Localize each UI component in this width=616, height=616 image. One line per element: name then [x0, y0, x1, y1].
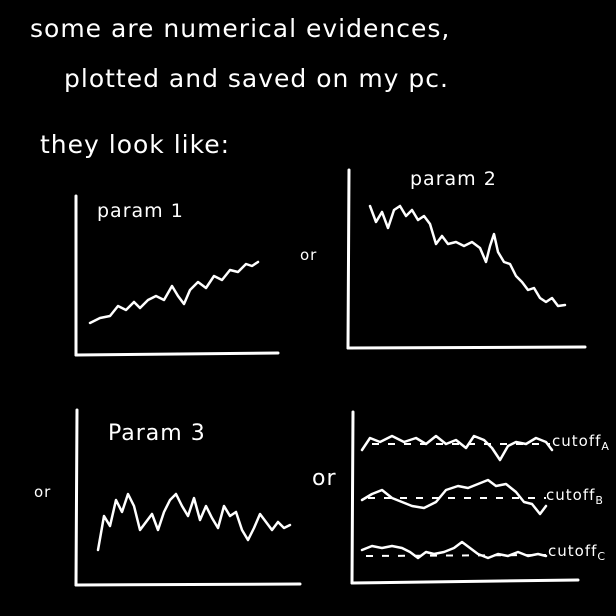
y-axis: [350, 410, 355, 585]
cutoff-text: cutoff: [548, 542, 598, 560]
separator-or-3: or: [312, 466, 337, 491]
series-line-c: [360, 540, 548, 560]
plot-cutoffs: [350, 410, 580, 585]
cutoff-subscript: A: [601, 440, 610, 453]
x-axis: [350, 578, 580, 585]
cutoff-text: cutoff: [552, 432, 602, 450]
heading-line-2: plotted and saved on my pc.: [64, 64, 449, 93]
y-axis: [346, 168, 351, 350]
separator-or-2: or: [34, 483, 52, 501]
series-line: [368, 204, 567, 308]
x-axis: [346, 345, 587, 350]
cutoff-c-line: [365, 554, 547, 557]
cutoff-text: cutoff: [546, 486, 596, 504]
plot-param-2: [346, 168, 587, 350]
cutoff-label-b: cutoffB: [546, 486, 604, 507]
heading-line-1: some are numerical evidences,: [30, 14, 451, 43]
cutoff-label-c: cutoffC: [548, 542, 606, 563]
panel-label-param-3: Param 3: [108, 421, 206, 446]
series-line: [88, 260, 260, 325]
y-axis: [74, 408, 79, 587]
panel-label-param-1: param 1: [97, 200, 184, 222]
panel-label-param-2: param 2: [410, 168, 497, 190]
cutoff-label-a: cutoffA: [552, 432, 610, 453]
x-axis: [74, 582, 302, 587]
separator-or-1: or: [300, 246, 318, 264]
plot-param-3: [74, 408, 302, 587]
plot-param-1: [74, 194, 280, 357]
heading-line-3: they look like:: [40, 130, 231, 159]
series-line-b: [360, 478, 548, 516]
cutoff-subscript: C: [597, 550, 607, 563]
x-axis: [74, 351, 280, 357]
cutoff-subscript: B: [595, 494, 604, 507]
series-line-a: [360, 434, 554, 462]
series-line: [96, 492, 292, 552]
